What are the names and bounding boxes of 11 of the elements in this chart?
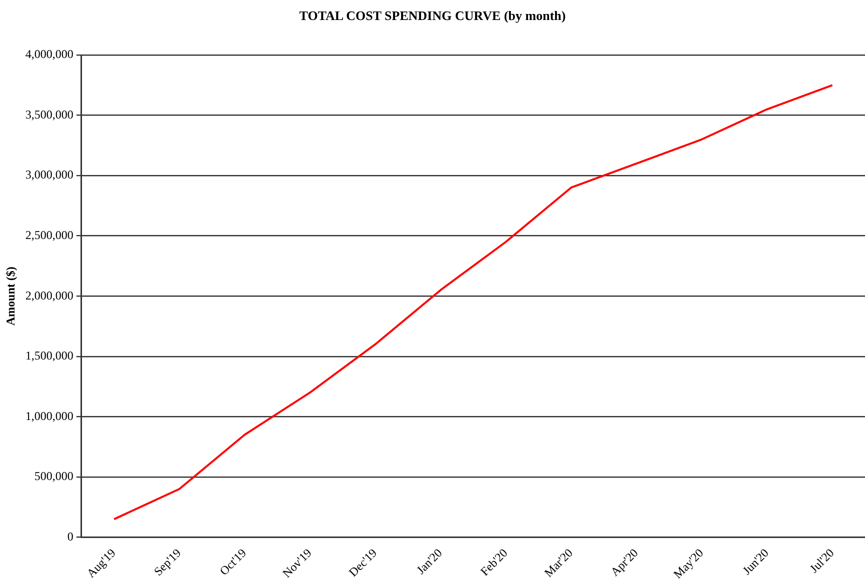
y-tick-label: 1,500,000 xyxy=(25,348,74,363)
y-tick-label: 0 xyxy=(67,529,74,544)
y-tick-label: 3,000,000 xyxy=(25,168,74,182)
y-tick-label: 2,500,000 xyxy=(25,228,74,242)
chart-title: TOTAL COST SPENDING CURVE (by month) xyxy=(298,8,567,24)
y-tick-label: 4,000,000 xyxy=(25,47,74,62)
y-axis-title: Amount ($) xyxy=(3,266,18,326)
y-tick-label: 3,500,000 xyxy=(25,107,74,122)
y-tick-label: 500,000 xyxy=(34,469,74,484)
y-tick-label: 1,000,000 xyxy=(25,408,74,423)
y-tick-label: 2,000,000 xyxy=(25,288,74,302)
